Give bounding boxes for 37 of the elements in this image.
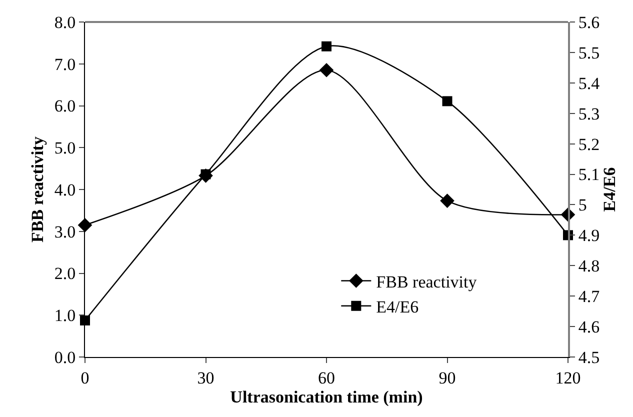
point [322,41,332,52]
y2-tick-label: 5.6 [578,12,600,32]
point [440,194,454,208]
point [319,63,334,78]
y-tick-label: 1.0 [54,306,76,326]
y2-tick-label: 5.1 [578,165,600,184]
x-axis-title: Ultrasonication time (min) [230,387,423,406]
y-tick-label: 7.0 [54,54,76,74]
x-tick-label: 120 [555,368,581,388]
y2-axis-title: E4/E6 [600,167,620,212]
x-tick-label: 0 [80,368,90,388]
y-axis-title: FBB reactivity [28,136,47,242]
y-tick-label: 3.0 [54,222,76,242]
x-tick-label: 30 [197,368,214,388]
y-tick-label: 8.0 [54,12,76,32]
x-tick-label: 90 [438,368,456,388]
y2-tick-label: 4.9 [578,226,600,246]
y2-tick-label: 4.8 [578,256,600,276]
y2-tick-label: 4.6 [578,318,600,336]
x-tick-label: 60 [318,368,335,388]
point [78,218,92,232]
y-tick-label: 0.0 [54,348,76,367]
y2-tick-label: 5 [578,196,587,215]
y2-tick-label: 4.7 [578,287,600,306]
y2-tick-label: 5.5 [578,43,600,62]
y2-tick-label: 5.2 [578,134,600,154]
y-tick-label: 4.0 [54,180,76,200]
legend-label: E4/E6 [376,297,419,316]
legend-label: FBB reactivity [376,272,478,292]
y2-tick-label: 5.4 [578,74,600,93]
y-tick-label: 5.0 [54,138,76,158]
point [442,96,452,106]
point [80,315,90,326]
y2-tick-label: 4.5 [578,348,600,367]
y2-tick-label: 5.3 [578,104,600,124]
y-tick-label: 2.0 [54,264,76,284]
y-tick-label: 6.0 [54,96,76,116]
